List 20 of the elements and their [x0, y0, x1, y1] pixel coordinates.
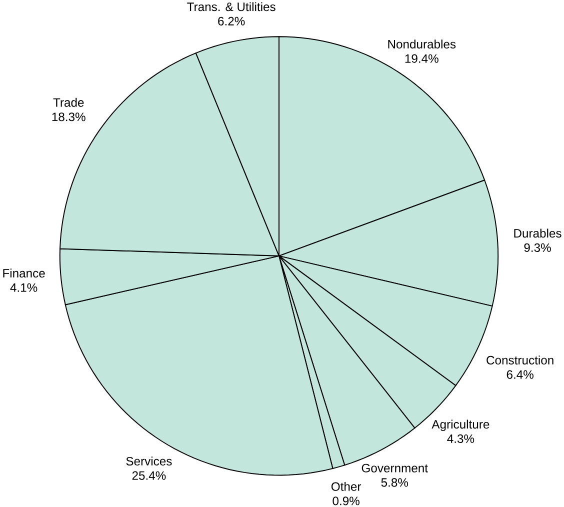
slice-label: Trade	[53, 98, 84, 107]
slice-label: Durables	[514, 228, 562, 238]
data-label: 4.1%	[10, 283, 38, 292]
slice-label: Trans. & Utilities	[187, 2, 276, 11]
slice-label: Finance	[3, 268, 45, 278]
data-label: 6.4%	[506, 370, 534, 379]
slice-label: Government	[362, 464, 428, 472]
data-label: 18.3%	[52, 112, 86, 121]
slice-label: Agriculture	[432, 420, 490, 431]
data-label: 6.2%	[218, 16, 245, 26]
slice-label: Nondurables	[388, 39, 456, 48]
slice-label: Other	[331, 482, 362, 491]
data-label: 25.4%	[132, 471, 166, 480]
slice-label: Services	[126, 456, 172, 466]
data-label: 9.3%	[524, 243, 551, 252]
slice-label: Construction	[486, 355, 554, 364]
data-label: 5.8%	[381, 478, 408, 487]
data-label: 19.4%	[405, 54, 438, 63]
data-label: 4.3%	[447, 434, 474, 443]
data-label: 0.9%	[332, 496, 360, 506]
